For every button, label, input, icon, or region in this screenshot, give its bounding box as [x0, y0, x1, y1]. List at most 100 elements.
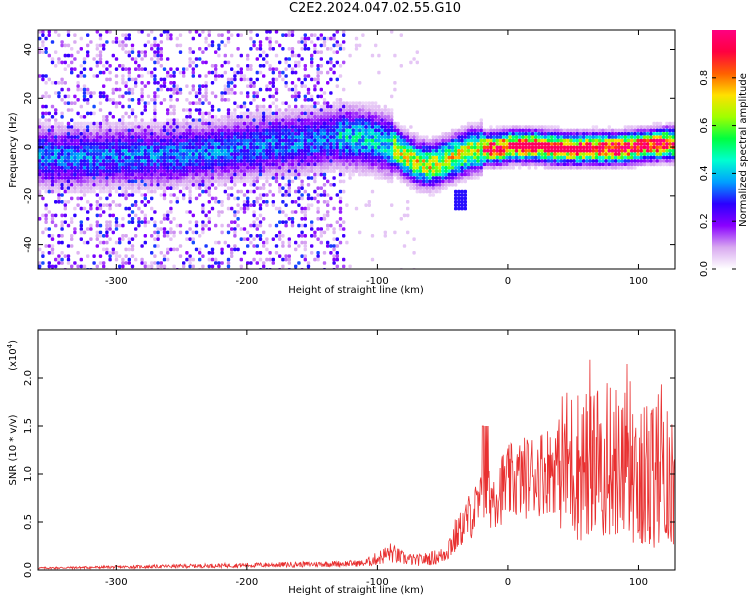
spectrogram-cell: [252, 152, 256, 156]
spectrogram-cell: [454, 128, 458, 133]
spectrogram-cell: [310, 251, 314, 255]
spectrogram-cell: [434, 169, 439, 173]
spectrogram-cell: [150, 162, 154, 167]
spectrogram-cell: [425, 155, 429, 160]
spectrogram-cell: [351, 115, 355, 119]
spectrogram-cell: [194, 101, 199, 105]
spectrogram-cell: [399, 159, 403, 163]
spectrogram-cell: [342, 121, 346, 126]
spectrogram-cell: [162, 162, 167, 167]
spectrogram-cell: [588, 149, 592, 153]
spectrogram-cell: [370, 101, 375, 105]
spectrogram-cell: [249, 30, 253, 34]
spectrogram-cell: [226, 36, 231, 41]
spectrogram-cell: [210, 132, 215, 136]
spectrogram-cell: [63, 203, 67, 207]
spectrogram-cell: [348, 155, 352, 160]
spectrogram-cell: [146, 162, 151, 167]
spectrogram-cell: [290, 33, 295, 37]
spectrogram-cell: [220, 159, 224, 163]
spectrogram-cell: [54, 213, 58, 218]
spectrogram-cell: [281, 115, 285, 119]
spectrogram-cell: [575, 155, 579, 160]
spectrogram-cell: [303, 240, 307, 245]
spectrogram-cell: [230, 91, 234, 95]
spectrogram-cell: [290, 149, 295, 153]
spectrogram-cell: [310, 77, 314, 82]
spectrogram-cell: [390, 115, 394, 119]
spectrogram-cell: [239, 145, 243, 150]
spectrogram-cell: [265, 247, 269, 252]
spectrogram-cell: [370, 115, 375, 119]
spectrogram-cell: [585, 135, 589, 139]
spectrogram-cell: [111, 183, 115, 187]
spectrogram-cell: [207, 138, 211, 143]
spectrogram-cell: [281, 210, 285, 214]
spectrogram-cell: [130, 254, 135, 258]
spectrogram-cell: [41, 186, 45, 190]
spectrogram-cell: [569, 162, 573, 167]
spectrogram-cell: [108, 98, 112, 102]
spectrogram-cell: [252, 183, 256, 187]
spectrogram-cell: [79, 186, 83, 190]
spectrogram-cell: [422, 138, 426, 143]
spectrogram-cell: [60, 186, 64, 190]
spectrogram-cell: [614, 155, 618, 160]
spectrogram-cell: [335, 145, 339, 150]
spectrogram-cell: [297, 40, 301, 44]
spectrogram-cell: [239, 67, 243, 71]
spectrogram-cell: [162, 77, 167, 82]
spectrogram-cell: [444, 155, 448, 160]
spectrogram-cell: [316, 186, 320, 190]
spectrogram-cell: [300, 159, 304, 163]
spectrogram-cell: [268, 257, 272, 262]
spectrogram-cell: [303, 138, 307, 143]
spectrogram-cell: [274, 149, 279, 153]
spectrogram-cell: [79, 264, 83, 269]
spectrogram-cell: [521, 145, 525, 150]
spectrogram-cell: [460, 128, 464, 133]
spectrogram-cell: [338, 206, 343, 211]
spectrogram-cell: [207, 193, 211, 197]
spectrogram-cell: [310, 125, 314, 129]
spectrogram-cell: [524, 152, 528, 156]
spectrogram-cell: [338, 121, 343, 126]
spectrogram-cell: [374, 169, 378, 173]
spectrogram-cell: [134, 189, 138, 194]
spectrogram-cell: [252, 94, 256, 99]
spectrogram-cell: [191, 50, 195, 54]
spectrogram-cell: [438, 166, 442, 170]
spectrogram-cell: [527, 138, 531, 143]
spectrogram-cell: [537, 155, 541, 160]
spectrogram-cell: [146, 220, 151, 224]
spectrogram-cell: [594, 135, 599, 139]
spectrogram-cell: [54, 176, 58, 180]
spectrogram-cell: [284, 74, 288, 78]
spectrogram-cell: [105, 169, 109, 173]
spectrogram-cell: [166, 230, 170, 235]
spectrogram-cell: [172, 121, 176, 126]
spectrogram-cell: [300, 196, 304, 201]
spectrogram-cell: [134, 179, 138, 184]
spectrogram-cell: [518, 125, 522, 129]
spectrogram-cell: [290, 169, 295, 173]
spectrogram-cell: [287, 132, 291, 136]
spectrogram-cell: [207, 70, 211, 75]
spectrogram-cell: [172, 172, 176, 177]
spectrogram-cell: [482, 166, 487, 170]
spectrogram-cell: [236, 169, 240, 173]
spectrogram-cell: [140, 125, 144, 129]
spectrogram-cell: [585, 142, 589, 146]
spectrogram-cell: [521, 128, 525, 133]
spectrogram-cell: [127, 155, 131, 160]
spectrogram-cell: [137, 183, 141, 187]
spectrogram-cell: [127, 257, 131, 262]
spectrogram-cell: [617, 142, 621, 146]
spectrogram-cell: [134, 166, 138, 170]
spectrogram-cell: [82, 135, 87, 139]
spectrogram-cell: [38, 74, 42, 78]
spectrogram-cell: [297, 261, 301, 265]
spectrogram-cell: [287, 162, 291, 167]
spectrogram-cell: [383, 152, 387, 156]
spectrogram-cell: [300, 179, 304, 184]
